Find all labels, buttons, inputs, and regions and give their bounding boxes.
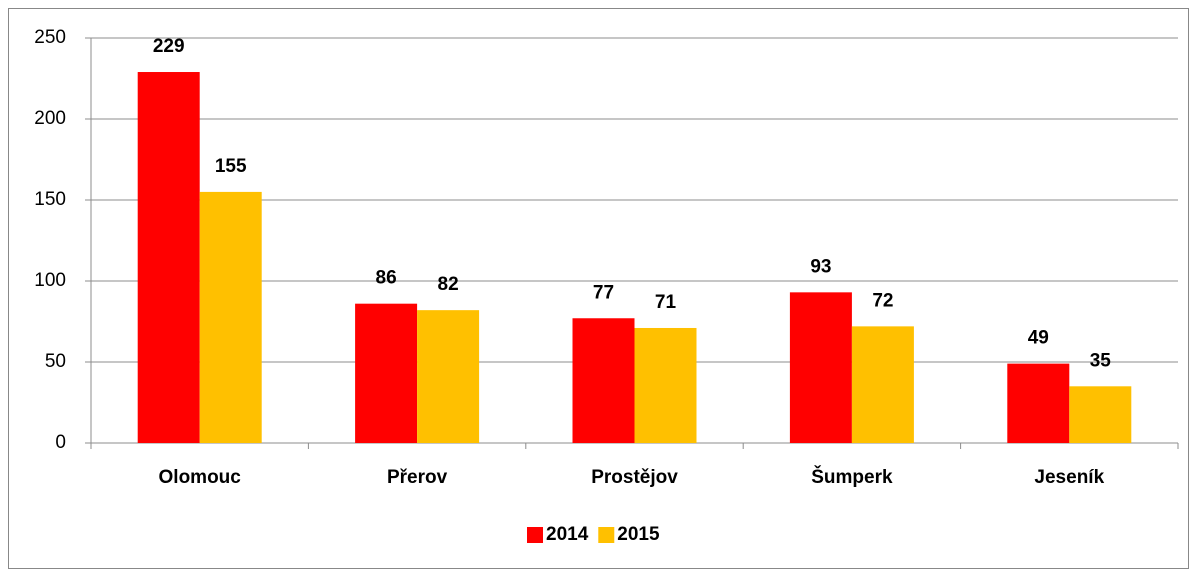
bar: [355, 303, 418, 443]
bar: [417, 310, 480, 443]
bar: [199, 191, 262, 443]
legend-label: 2015: [617, 524, 660, 545]
bar: [137, 72, 200, 444]
y-tick-label: 100: [34, 270, 66, 291]
data-label: 72: [872, 290, 893, 311]
data-label: 35: [1090, 350, 1112, 371]
data-label: 71: [655, 292, 677, 313]
data-label: 93: [810, 256, 831, 277]
x-tick-label: Šumperk: [811, 466, 893, 488]
data-label: 77: [593, 282, 614, 303]
x-tick-label: Prostějov: [591, 467, 678, 488]
y-tick-label: 50: [45, 351, 66, 372]
data-label: 86: [376, 268, 397, 289]
x-tick-label: Olomouc: [159, 467, 242, 488]
data-label: 229: [153, 36, 185, 57]
data-label: 82: [438, 274, 459, 295]
data-label: 155: [215, 156, 247, 177]
bar: [851, 326, 914, 443]
bar: [572, 318, 635, 443]
legend-swatch: [527, 527, 543, 543]
x-tick-label: Přerov: [387, 467, 448, 488]
y-tick-label: 250: [34, 27, 66, 48]
bar: [1007, 363, 1070, 443]
legend-swatch: [598, 527, 615, 543]
bar: [634, 327, 697, 443]
x-tick-label: Jeseník: [1034, 467, 1104, 488]
bar: [1069, 386, 1132, 443]
data-label: 49: [1028, 328, 1049, 349]
y-tick-label: 150: [34, 189, 66, 210]
bar: [789, 292, 852, 443]
legend-label: 2014: [546, 524, 589, 545]
y-tick-label: 200: [34, 108, 66, 129]
y-tick-label: 0: [55, 432, 66, 453]
